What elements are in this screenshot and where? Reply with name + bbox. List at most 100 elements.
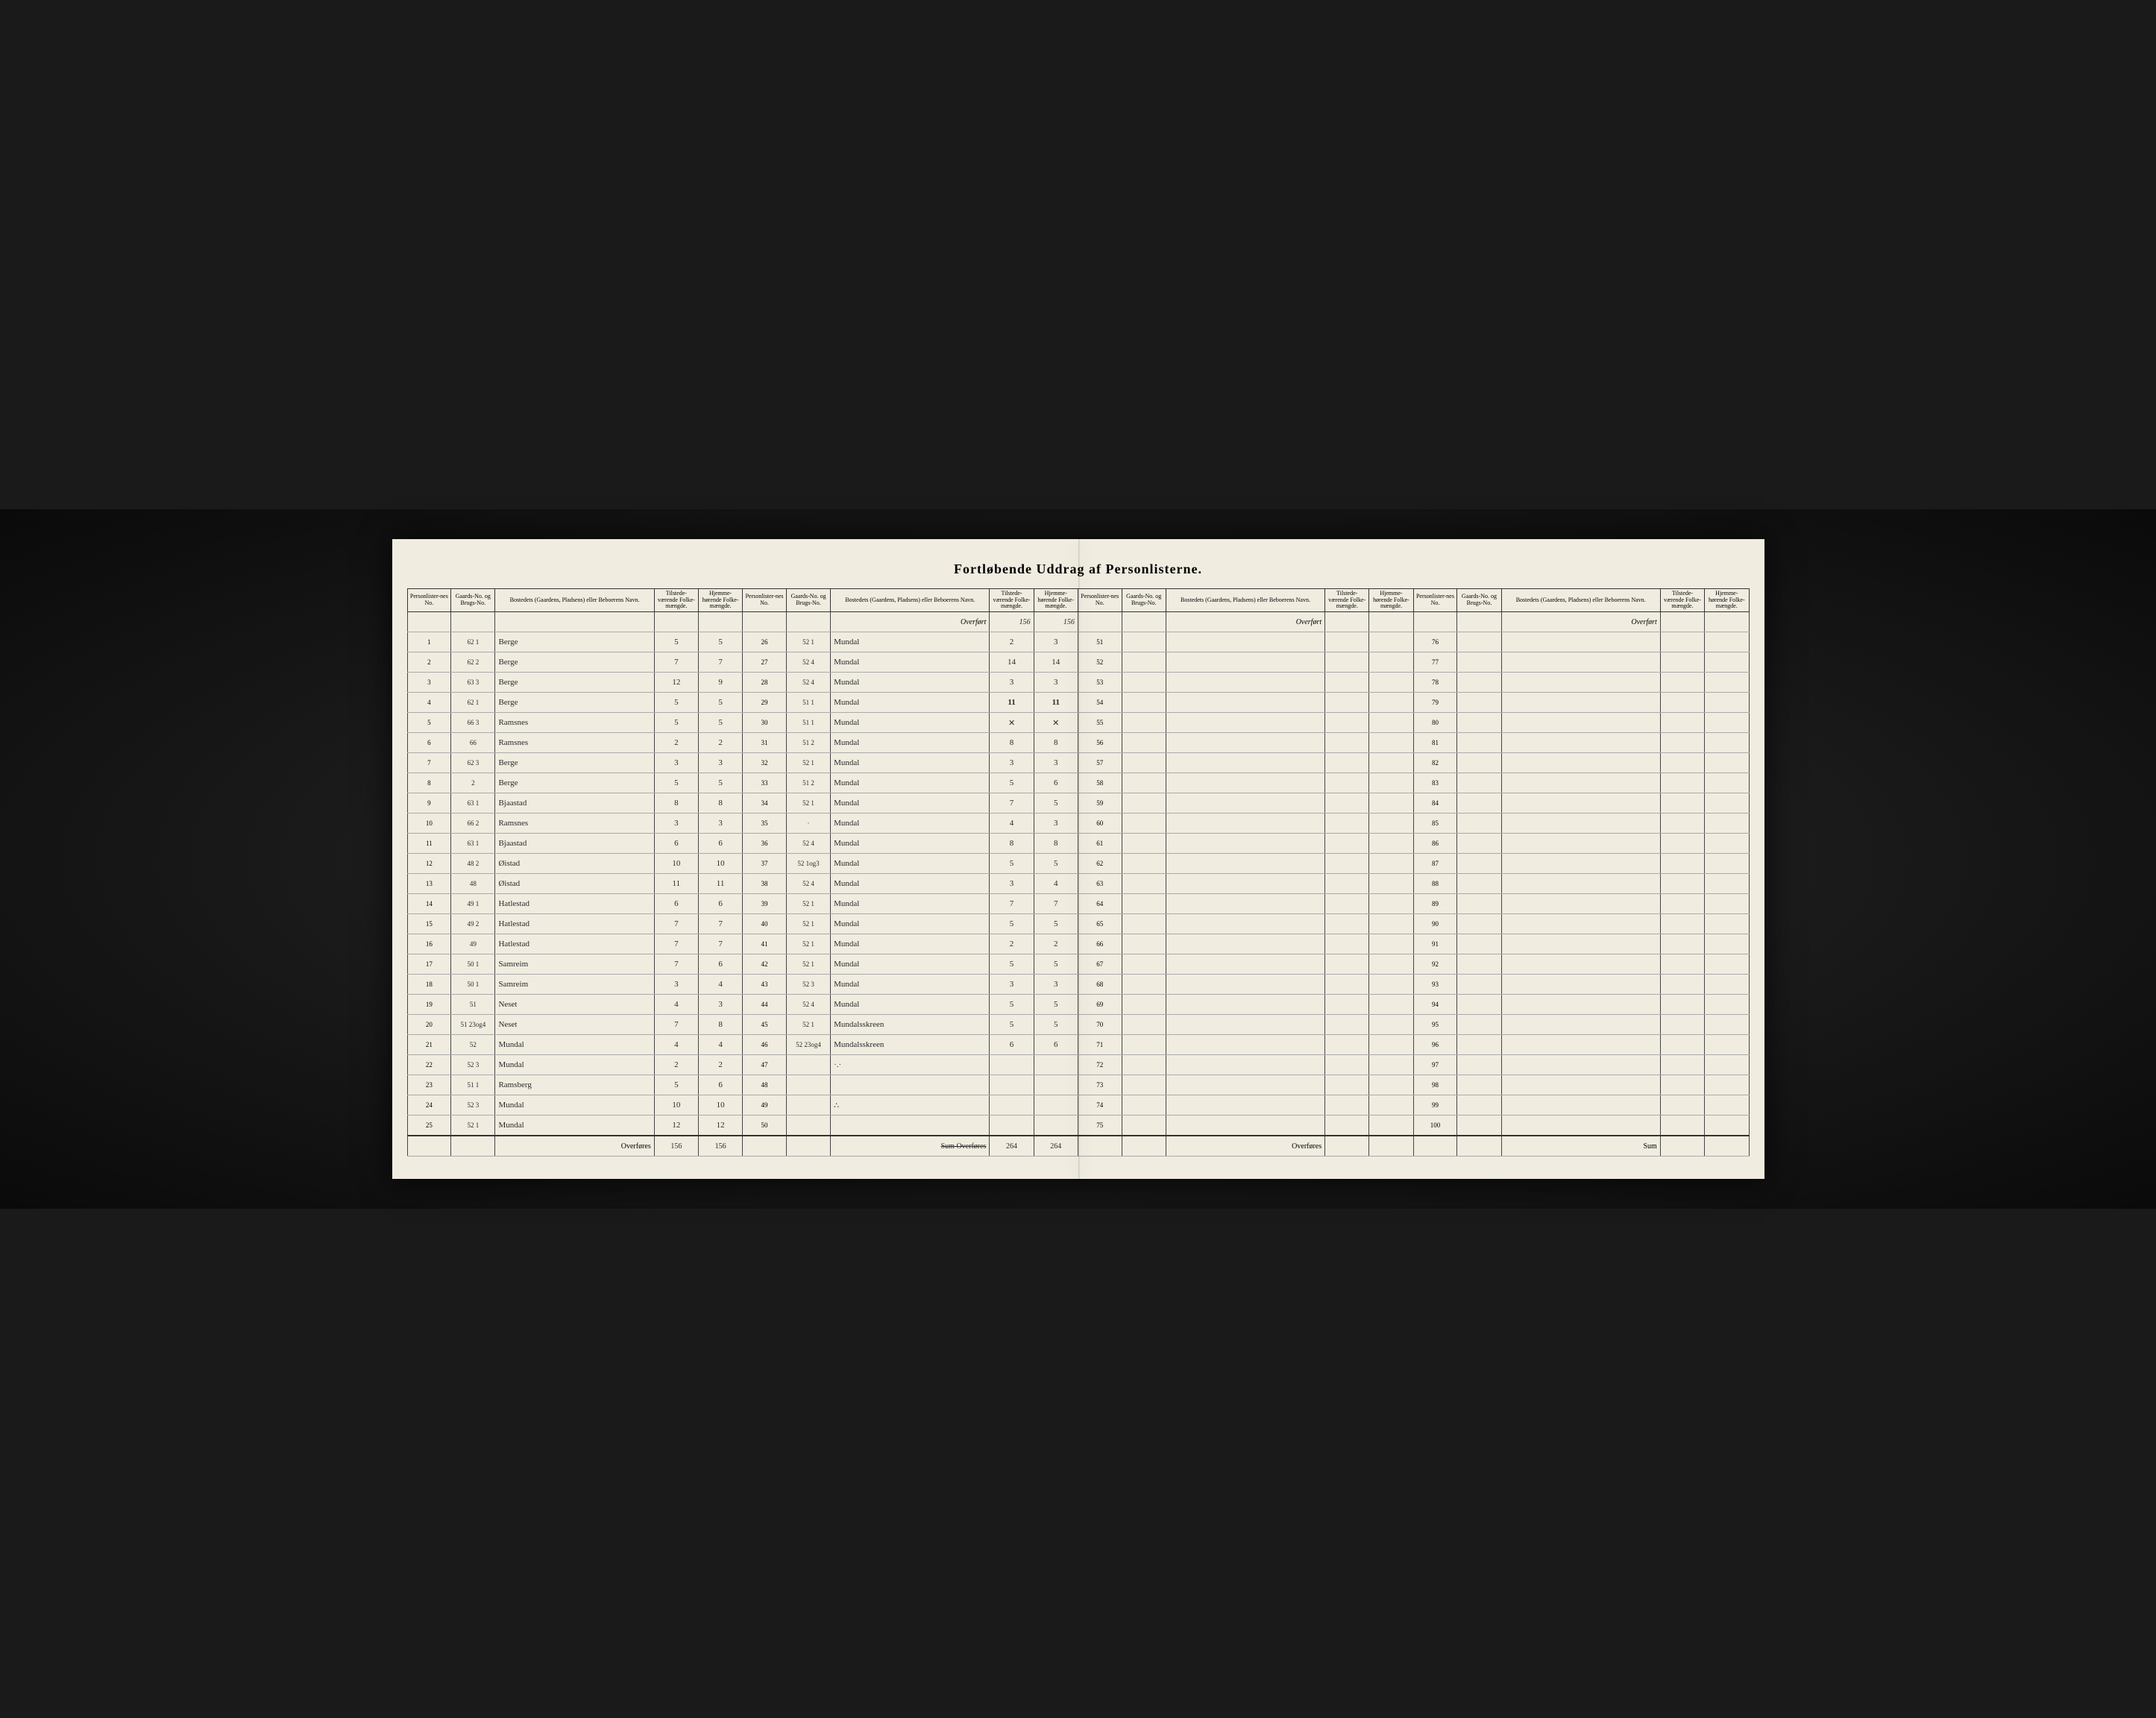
col1-gno: 62 2 xyxy=(451,652,495,673)
col1-h: 10 xyxy=(698,854,742,874)
col4-h xyxy=(1705,652,1749,673)
col2-h: 8 xyxy=(1034,834,1078,854)
col2-name: Mundal xyxy=(831,975,990,995)
col3-gno xyxy=(1122,673,1166,693)
col1-h: 2 xyxy=(698,1055,742,1075)
col1-h: 5 xyxy=(698,773,742,793)
col4-t xyxy=(1660,733,1704,753)
col3-name xyxy=(1166,753,1324,773)
col2-t: 5 xyxy=(990,854,1034,874)
col1-h: 8 xyxy=(698,793,742,814)
col2-pno: 50 xyxy=(743,1116,787,1136)
col3-pno: 58 xyxy=(1078,773,1122,793)
col4-t xyxy=(1660,793,1704,814)
col1-h: 12 xyxy=(698,1116,742,1136)
table-row: 1163 1Bjaastad663652 4Mundal886186 xyxy=(407,834,1749,854)
col2-name: Mundalsskreen xyxy=(831,1035,990,1055)
col2-pno: 26 xyxy=(743,632,787,652)
col2-t: ✕ xyxy=(990,713,1034,733)
col1-name: Samreim xyxy=(495,975,654,995)
col4-t xyxy=(1660,874,1704,894)
col1-gno: 52 xyxy=(451,1035,495,1055)
col3-t xyxy=(1325,954,1369,975)
col2-pno: 49 xyxy=(743,1095,787,1116)
col1-pno: 24 xyxy=(407,1095,451,1116)
col2-name: Mundal xyxy=(831,673,990,693)
col4-gno xyxy=(1457,954,1501,975)
col2-pno: 33 xyxy=(743,773,787,793)
col3-pno: 72 xyxy=(1078,1055,1122,1075)
col4-pno: 100 xyxy=(1413,1116,1457,1136)
col1-gno: 63 1 xyxy=(451,793,495,814)
col3-gno xyxy=(1122,1075,1166,1095)
col3-gno xyxy=(1122,975,1166,995)
col1-h: 6 xyxy=(698,1075,742,1095)
col2-h xyxy=(1034,1116,1078,1136)
col3-pno: 61 xyxy=(1078,834,1122,854)
col2-gno: 51 2 xyxy=(786,733,830,753)
col2-sum-t: 264 xyxy=(990,1136,1034,1157)
col4-gno xyxy=(1457,834,1501,854)
header-gno-1: Gaards-No. og Brugs-No. xyxy=(451,588,495,611)
col3-pno: 68 xyxy=(1078,975,1122,995)
col3-gno xyxy=(1122,894,1166,914)
col1-name: Berge xyxy=(495,652,654,673)
col2-t: 4 xyxy=(990,814,1034,834)
col4-pno: 85 xyxy=(1413,814,1457,834)
col4-gno xyxy=(1457,773,1501,793)
col3-gno xyxy=(1122,632,1166,652)
header-hjem-2: Hjemme-hørende Folke-mængde. xyxy=(1034,588,1078,611)
col4-name xyxy=(1501,1116,1660,1136)
col3-h xyxy=(1369,874,1413,894)
col4-pno: 76 xyxy=(1413,632,1457,652)
col1-gno: 49 1 xyxy=(451,894,495,914)
col4-pno: 96 xyxy=(1413,1035,1457,1055)
col4-t xyxy=(1660,854,1704,874)
col1-t: 7 xyxy=(654,652,698,673)
col2-name: Mundal xyxy=(831,854,990,874)
col4-gno xyxy=(1457,914,1501,934)
col1-h: 7 xyxy=(698,652,742,673)
col2-gno: 52 4 xyxy=(786,995,830,1015)
col1-pno: 15 xyxy=(407,914,451,934)
col1-t: 2 xyxy=(654,733,698,753)
table-row: 363 3Berge1292852 4Mundal335378 xyxy=(407,673,1749,693)
col4-gno xyxy=(1457,652,1501,673)
col1-h: 9 xyxy=(698,673,742,693)
col1-t: 8 xyxy=(654,793,698,814)
col1-gno: 52 3 xyxy=(451,1055,495,1075)
col1-name: Neset xyxy=(495,995,654,1015)
col4-h xyxy=(1705,753,1749,773)
col3-t xyxy=(1325,693,1369,713)
col4-gno xyxy=(1457,1055,1501,1075)
header-pno-2: Personlister-nes No. xyxy=(743,588,787,611)
overfort-label-4: Overført xyxy=(1501,612,1660,632)
col2-pno: 37 xyxy=(743,854,787,874)
col1-pno: 3 xyxy=(407,673,451,693)
col2-gno: 51 1 xyxy=(786,693,830,713)
col4-h xyxy=(1705,894,1749,914)
overfores-label-1: Overføres xyxy=(495,1136,654,1157)
col4-name xyxy=(1501,814,1660,834)
col1-name: Berge xyxy=(495,632,654,652)
col1-t: 4 xyxy=(654,995,698,1015)
table-row: 462 1Berge552951 1Mundal11115479 xyxy=(407,693,1749,713)
col4-pno: 80 xyxy=(1413,713,1457,733)
col4-pno: 83 xyxy=(1413,773,1457,793)
table-row: 2351 1Ramsberg56487398 xyxy=(407,1075,1749,1095)
col3-h xyxy=(1369,894,1413,914)
col1-gno: 51 23og4 xyxy=(451,1015,495,1035)
col3-pno: 67 xyxy=(1078,954,1122,975)
col4-name xyxy=(1501,995,1660,1015)
col1-pno: 11 xyxy=(407,834,451,854)
col4-pno: 91 xyxy=(1413,934,1457,954)
col3-pno: 69 xyxy=(1078,995,1122,1015)
col4-pno: 77 xyxy=(1413,652,1457,673)
col1-pno: 13 xyxy=(407,874,451,894)
col1-t: 6 xyxy=(654,834,698,854)
col3-h xyxy=(1369,995,1413,1015)
col2-pno: 39 xyxy=(743,894,787,914)
col1-t: 7 xyxy=(654,1015,698,1035)
col1-t: 5 xyxy=(654,1075,698,1095)
col3-t xyxy=(1325,874,1369,894)
